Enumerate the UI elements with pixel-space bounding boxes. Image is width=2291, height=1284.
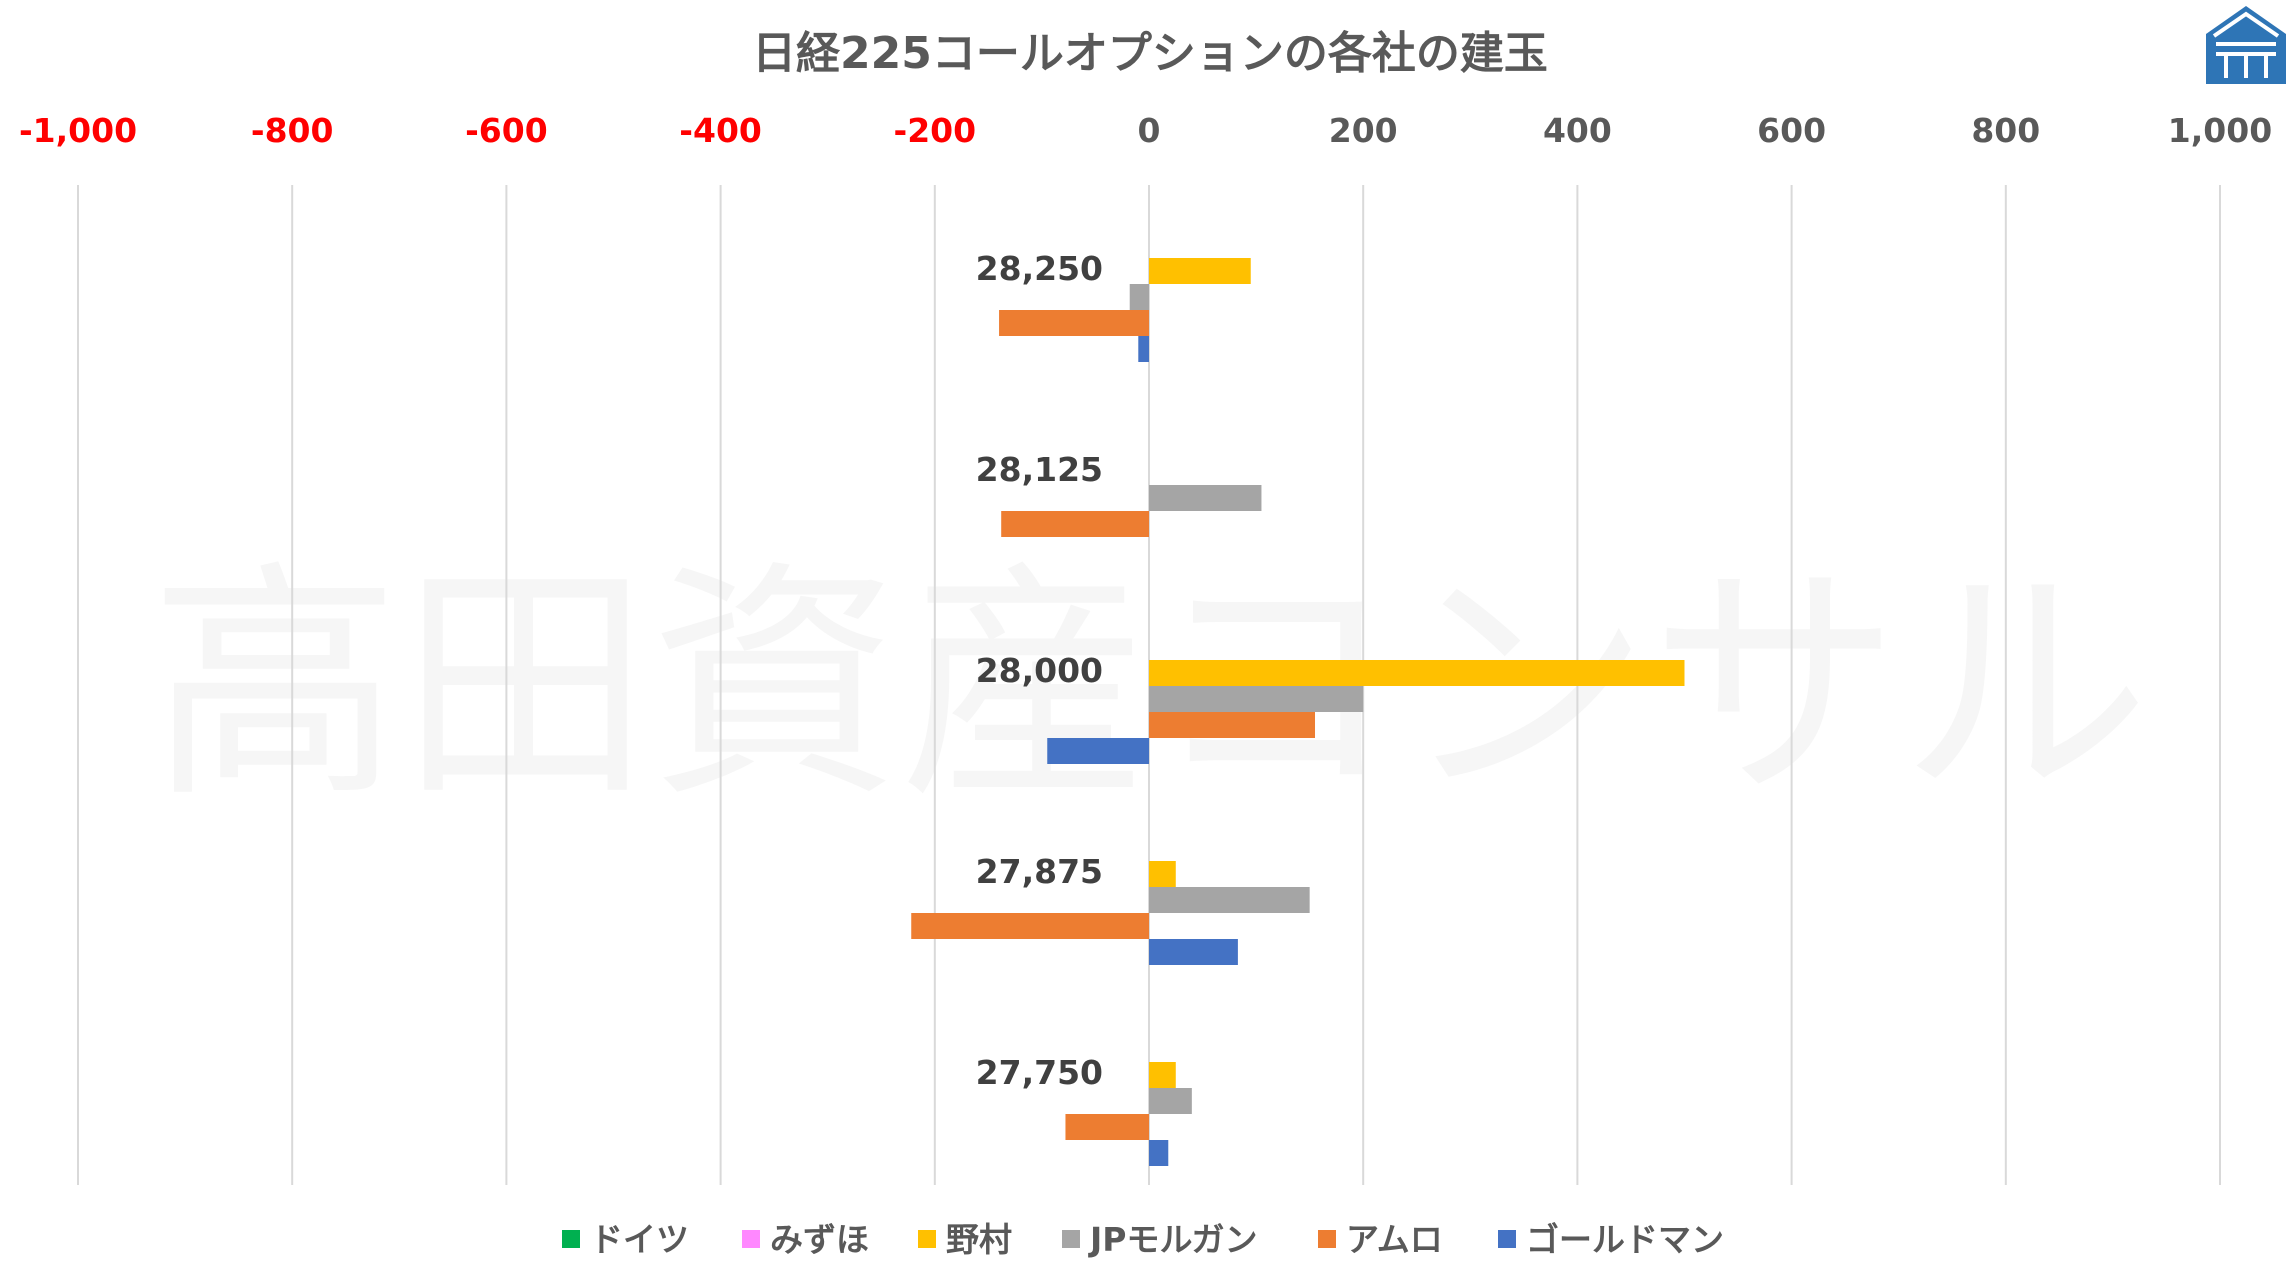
x-tick-label: 400 <box>1543 111 1612 150</box>
bar <box>1129 284 1149 310</box>
legend-swatch <box>562 1230 580 1248</box>
logo-icon <box>2206 6 2286 84</box>
bar <box>1149 939 1238 965</box>
x-tick-label: 600 <box>1757 111 1826 150</box>
legend-label: 野村 <box>946 1220 1012 1259</box>
legend-label: JPモルガン <box>1088 1220 1257 1259</box>
bar <box>1149 1088 1192 1114</box>
x-tick-label: -1,000 <box>19 111 137 150</box>
bar <box>999 310 1149 336</box>
legend: ドイツ みずほ 野村 JPモルガン アムロ ゴールドマン <box>562 1220 1724 1259</box>
bar <box>911 913 1149 939</box>
legend-label: みずほ <box>770 1220 869 1259</box>
bar <box>1001 511 1149 537</box>
bar <box>1149 887 1310 913</box>
bar <box>1065 1114 1149 1140</box>
legend-label: ドイツ <box>590 1220 689 1259</box>
bar <box>1149 712 1316 738</box>
x-tick-label: -200 <box>894 111 977 150</box>
x-tick-label: -600 <box>465 111 548 150</box>
chart-title: 日経225コールオプションの各社の建玉 <box>752 28 1548 79</box>
legend-swatch <box>1318 1230 1336 1248</box>
x-tick-label: 0 <box>1138 111 1161 150</box>
legend-swatch <box>742 1230 760 1248</box>
x-tick-label: -800 <box>251 111 334 150</box>
legend-swatch <box>1498 1230 1516 1248</box>
x-tick-label: 200 <box>1329 111 1398 150</box>
x-tick-label: -400 <box>679 111 762 150</box>
x-tick-label: 1,000 <box>2168 111 2272 150</box>
bar <box>1149 1140 1169 1166</box>
legend-label: アムロ <box>1346 1220 1443 1259</box>
bar <box>1138 336 1149 362</box>
category-label: 28,000 <box>976 651 1103 690</box>
bar <box>1149 485 1262 511</box>
bar <box>1149 660 1685 686</box>
legend-label: ゴールドマン <box>1526 1220 1724 1259</box>
bar <box>1149 1062 1176 1088</box>
bar <box>1047 738 1149 764</box>
category-label: 27,750 <box>976 1053 1103 1092</box>
bars <box>911 258 1685 1166</box>
bar <box>1149 258 1251 284</box>
category-label: 27,875 <box>976 852 1103 891</box>
category-label: 28,125 <box>976 450 1103 489</box>
bar <box>1149 861 1176 887</box>
legend-swatch <box>918 1230 936 1248</box>
legend-swatch <box>1062 1230 1080 1248</box>
x-tick-label: 800 <box>1971 111 2040 150</box>
x-axis-tick-labels: -1,000 -800 -600 -400 -200 0 200 400 600 800 1,000 <box>19 111 2272 150</box>
category-label: 28,250 <box>976 249 1103 288</box>
bar <box>1149 686 1364 712</box>
category-labels: 28,250 28,125 28,000 27,875 27,750 <box>976 249 1103 1092</box>
